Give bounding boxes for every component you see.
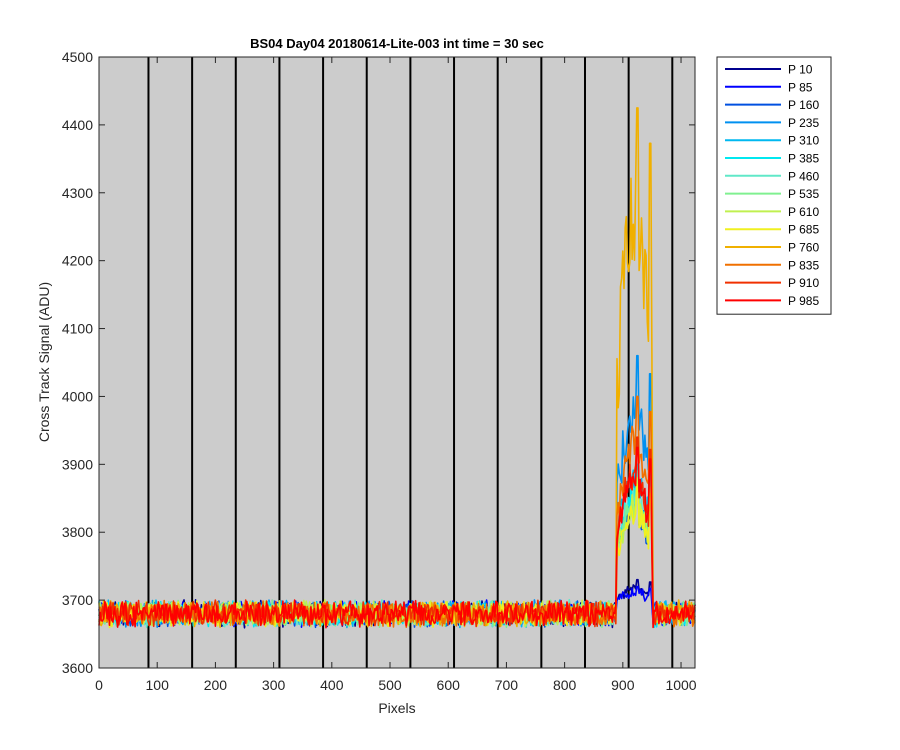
y-tick-label: 3700 xyxy=(62,592,93,608)
pixel-marker-lines xyxy=(147,57,674,668)
legend-item: P 835 xyxy=(725,258,819,272)
y-tick-label: 4400 xyxy=(62,117,93,133)
x-tick-label: 900 xyxy=(611,677,635,693)
chart-title: BS04 Day04 20180614-Lite-003 int time = … xyxy=(250,36,544,51)
legend-item: P 235 xyxy=(725,116,819,130)
legend-box xyxy=(716,56,832,315)
legend-item: P 460 xyxy=(725,169,819,183)
legend-item: P 160 xyxy=(725,98,819,112)
legend-label: P 910 xyxy=(788,276,819,290)
y-tick-label: 4300 xyxy=(62,185,93,201)
axis-ticks: 0 100 200 300 400 500 600 700 800 900 1000 3600 3700… xyxy=(62,49,697,693)
y-tick-label: 3600 xyxy=(62,660,93,676)
legend-label: P 760 xyxy=(788,241,819,255)
x-tick-label: 700 xyxy=(495,677,519,693)
legend-item: P 760 xyxy=(725,241,819,255)
y-tick-label: 3800 xyxy=(62,524,93,540)
x-tick-label: 100 xyxy=(146,677,170,693)
legend-label: P 10 xyxy=(788,63,813,77)
legend-label: P 85 xyxy=(788,80,813,94)
legend-label: P 310 xyxy=(788,134,819,148)
legend: P 10 P 85 P 160 P 235 P 310 P 385 P 460 P 535 P … xyxy=(716,56,832,315)
legend-label: P 985 xyxy=(788,294,819,308)
legend-item: P 910 xyxy=(725,276,819,290)
legend-item: P 85 xyxy=(725,80,813,94)
legend-label: P 460 xyxy=(788,169,819,183)
x-tick-label: 500 xyxy=(378,677,402,693)
x-axis-label: Pixels xyxy=(378,700,415,716)
legend-label: P 535 xyxy=(788,187,819,201)
legend-item: P 310 xyxy=(725,134,819,148)
y-tick-label: 4100 xyxy=(62,321,93,337)
x-tick-label: 800 xyxy=(553,677,577,693)
y-tick-label: 4200 xyxy=(62,253,93,269)
legend-label: P 610 xyxy=(788,205,819,219)
x-tick-label: 200 xyxy=(204,677,228,693)
legend-label: P 385 xyxy=(788,152,819,166)
x-tick-label: 600 xyxy=(437,677,461,693)
y-axis-label: Cross Track Signal (ADU) xyxy=(36,282,52,442)
legend-item: P 985 xyxy=(725,294,819,308)
plot-background xyxy=(99,57,695,668)
y-tick-label: 4000 xyxy=(62,388,93,404)
legend-item: P 610 xyxy=(725,205,819,219)
legend-label: P 160 xyxy=(788,98,819,112)
x-tick-label: 300 xyxy=(262,677,286,693)
y-tick-label: 4500 xyxy=(62,49,93,65)
x-tick-label: 1000 xyxy=(665,677,696,693)
y-tick-label: 3900 xyxy=(62,456,93,472)
series-line xyxy=(98,446,696,629)
legend-item: P 685 xyxy=(725,223,819,237)
series-layer xyxy=(98,107,696,629)
legend-item: P 535 xyxy=(725,187,819,201)
legend-item: P 385 xyxy=(725,152,819,166)
plot-area: 0 100 200 300 400 500 600 700 800 900 1000 3600 3700… xyxy=(62,49,697,693)
legend-label: P 235 xyxy=(788,116,819,130)
plot-frame xyxy=(98,56,696,669)
x-tick-label: 400 xyxy=(320,677,344,693)
legend-item: P 10 xyxy=(725,63,813,77)
legend-label: P 835 xyxy=(788,258,819,272)
legend-label: P 685 xyxy=(788,223,819,237)
x-tick-label: 0 xyxy=(95,677,103,693)
